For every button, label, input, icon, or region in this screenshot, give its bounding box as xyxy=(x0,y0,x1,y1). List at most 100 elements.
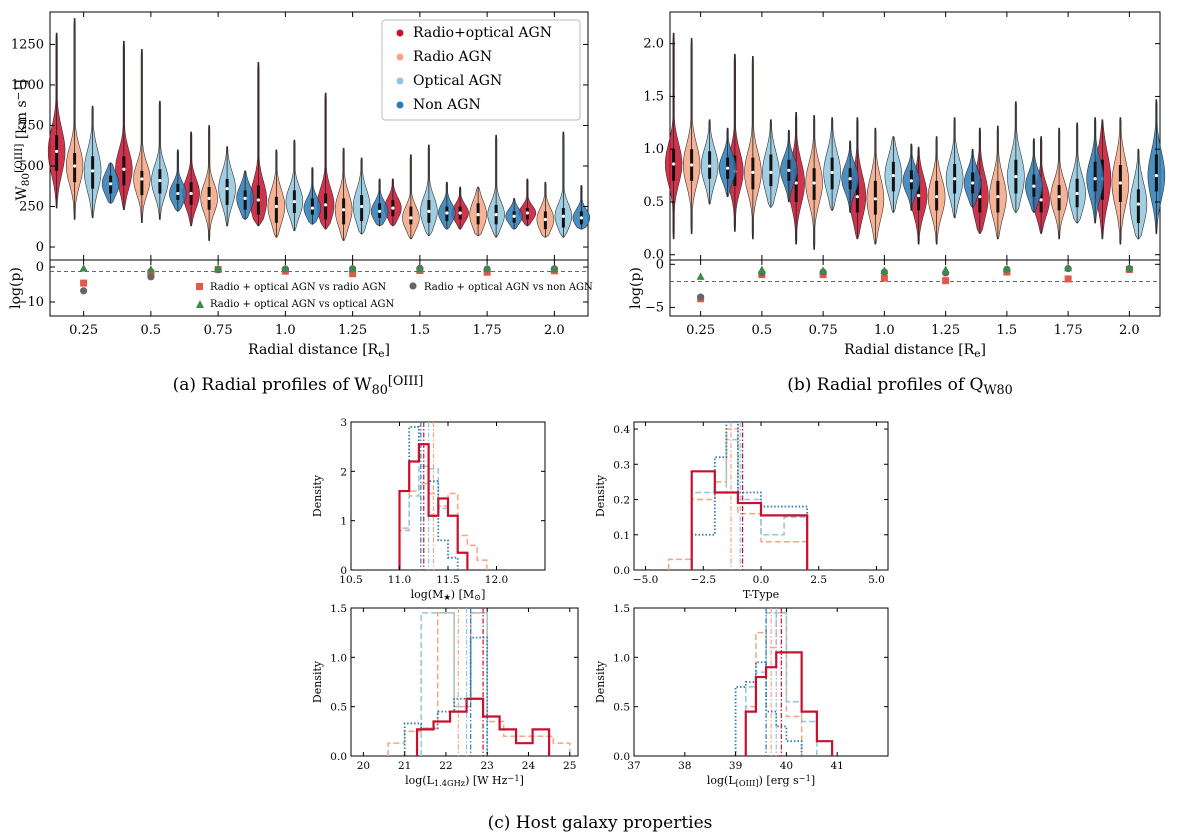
y-axis-label: Density xyxy=(594,660,607,703)
marker-vs-optical xyxy=(348,264,357,273)
sub-legend-marker xyxy=(409,282,417,290)
xtick-label: 2.0 xyxy=(544,323,565,338)
violin-median xyxy=(830,170,834,175)
ytick-label: 1250 xyxy=(11,37,44,52)
series-radio xyxy=(682,38,1130,250)
marker-vs-optical xyxy=(1125,263,1134,272)
violin-median xyxy=(122,167,126,171)
panel-c-hist-1: 10.5 11.0 11.5 12.0 0 1 2 3 Density log(M★) [M⊙] xyxy=(311,417,546,602)
sub-ylabel: log(p) xyxy=(628,267,644,309)
legend-entry: Radio AGN xyxy=(413,49,492,65)
sub-legend-entry: Radio + optical AGN vs non AGN xyxy=(424,282,593,293)
sub-axes-frame xyxy=(49,259,589,317)
violin-median xyxy=(953,177,957,181)
violin-median xyxy=(342,208,346,212)
legend-marker xyxy=(396,77,404,85)
marker-vs-optical xyxy=(146,265,155,273)
xtick-label: 37 xyxy=(627,760,640,772)
series-radio xyxy=(65,18,555,241)
violin-median xyxy=(917,194,921,198)
hist-step-radio_optical xyxy=(398,443,469,570)
violin-median xyxy=(690,163,694,167)
marker-vs-radio xyxy=(880,274,888,282)
violin-median xyxy=(427,209,431,213)
x-axis-label: log(M★) [M⊙] xyxy=(411,588,486,602)
violin-median xyxy=(1039,198,1043,202)
ytick-label: 0.3 xyxy=(613,459,630,471)
marker-vs-optical xyxy=(1002,264,1011,273)
xtick-label: 38 xyxy=(678,760,691,772)
violin-median xyxy=(1118,181,1122,185)
ytick-label: 2 xyxy=(340,466,347,478)
panel-a-w80-violin: 0 250 500 750 1000 1250 0 −10 0.25 0.5 0.75 1.0 1.25… xyxy=(8,11,593,360)
violin-median xyxy=(55,149,59,153)
marker-vs-radio xyxy=(80,279,88,287)
ytick-label: 1000 xyxy=(11,78,44,93)
hist-step-non xyxy=(734,661,803,756)
marker-vs-radio xyxy=(349,270,357,278)
ytick-label: 1.5 xyxy=(613,603,630,615)
series-optical xyxy=(700,101,1148,240)
main-axes-frame xyxy=(669,11,1161,261)
hist-axes-frame xyxy=(633,607,889,757)
violin-median xyxy=(672,162,676,166)
hist-step-radio xyxy=(398,482,488,570)
sub-ytick-label: 0 xyxy=(656,257,664,272)
hist-step-optical xyxy=(690,438,808,570)
violin-median xyxy=(525,211,529,215)
violin-median xyxy=(109,182,113,186)
marker-vs-optical xyxy=(696,272,705,280)
x-axis-label: Radial distance [Re] xyxy=(248,342,390,360)
legend-entry: Optical AGN xyxy=(413,73,502,89)
ytick-label: 1.0 xyxy=(330,652,347,664)
series-radio_optical xyxy=(47,32,537,230)
ytick-label: 0.5 xyxy=(330,702,347,714)
violin-median xyxy=(1136,202,1140,206)
ytick-label: 1.0 xyxy=(643,142,664,157)
ytick-label: 0.0 xyxy=(643,248,664,263)
xtick-label: 10.5 xyxy=(339,574,362,586)
xtick-label: −2.5 xyxy=(691,574,717,586)
violin-median xyxy=(543,217,547,222)
xtick-label: 41 xyxy=(831,760,844,772)
marker-vs-optical xyxy=(1064,263,1073,272)
marker-vs-non xyxy=(147,273,155,281)
sub-ytick-label: −5 xyxy=(645,300,664,315)
ytick-label: 0 xyxy=(340,565,347,577)
violin-median xyxy=(1014,175,1018,179)
xtick-label: 1.0 xyxy=(275,323,296,338)
ytick-label: 0 xyxy=(36,240,44,255)
marker-vs-optical xyxy=(281,264,290,272)
violin-median xyxy=(494,213,498,217)
violin-median xyxy=(256,198,260,202)
ytick-label: 0.0 xyxy=(613,751,630,763)
hist-step-radio xyxy=(745,612,803,756)
x-axis-label: T-Type xyxy=(743,588,779,601)
xtick-label: 5.0 xyxy=(868,574,885,586)
legend-marker xyxy=(396,101,404,109)
marker-vs-optical xyxy=(415,264,424,273)
sub-legend-marker xyxy=(196,300,204,308)
hist-step-non xyxy=(403,636,489,756)
ytick-label: 0.5 xyxy=(613,702,630,714)
hist-step-radio_optical xyxy=(690,470,809,570)
violin-median xyxy=(708,164,712,168)
hist-axes-frame xyxy=(350,607,579,757)
xtick-label: 1.5 xyxy=(997,323,1018,338)
legend-marker xyxy=(396,29,404,37)
violin-median xyxy=(891,173,895,178)
hist-step-non xyxy=(690,421,809,570)
sub-legend: Radio + optical AGN vs radio AGN Radio + … xyxy=(196,282,593,310)
sub-ytick-label: 0 xyxy=(36,260,44,275)
ytick-label: 1.5 xyxy=(330,603,347,615)
series-non xyxy=(101,149,591,230)
marker-vs-optical xyxy=(819,266,828,274)
caption-c: (c) Host galaxy properties xyxy=(488,813,713,833)
xtick-label: −5.0 xyxy=(633,574,659,586)
violin-median xyxy=(140,177,144,181)
xtick-label: 11.5 xyxy=(436,574,459,586)
ytick-label: 2.0 xyxy=(643,37,664,52)
violin-median xyxy=(751,170,755,175)
xtick-label: 39 xyxy=(729,760,742,772)
